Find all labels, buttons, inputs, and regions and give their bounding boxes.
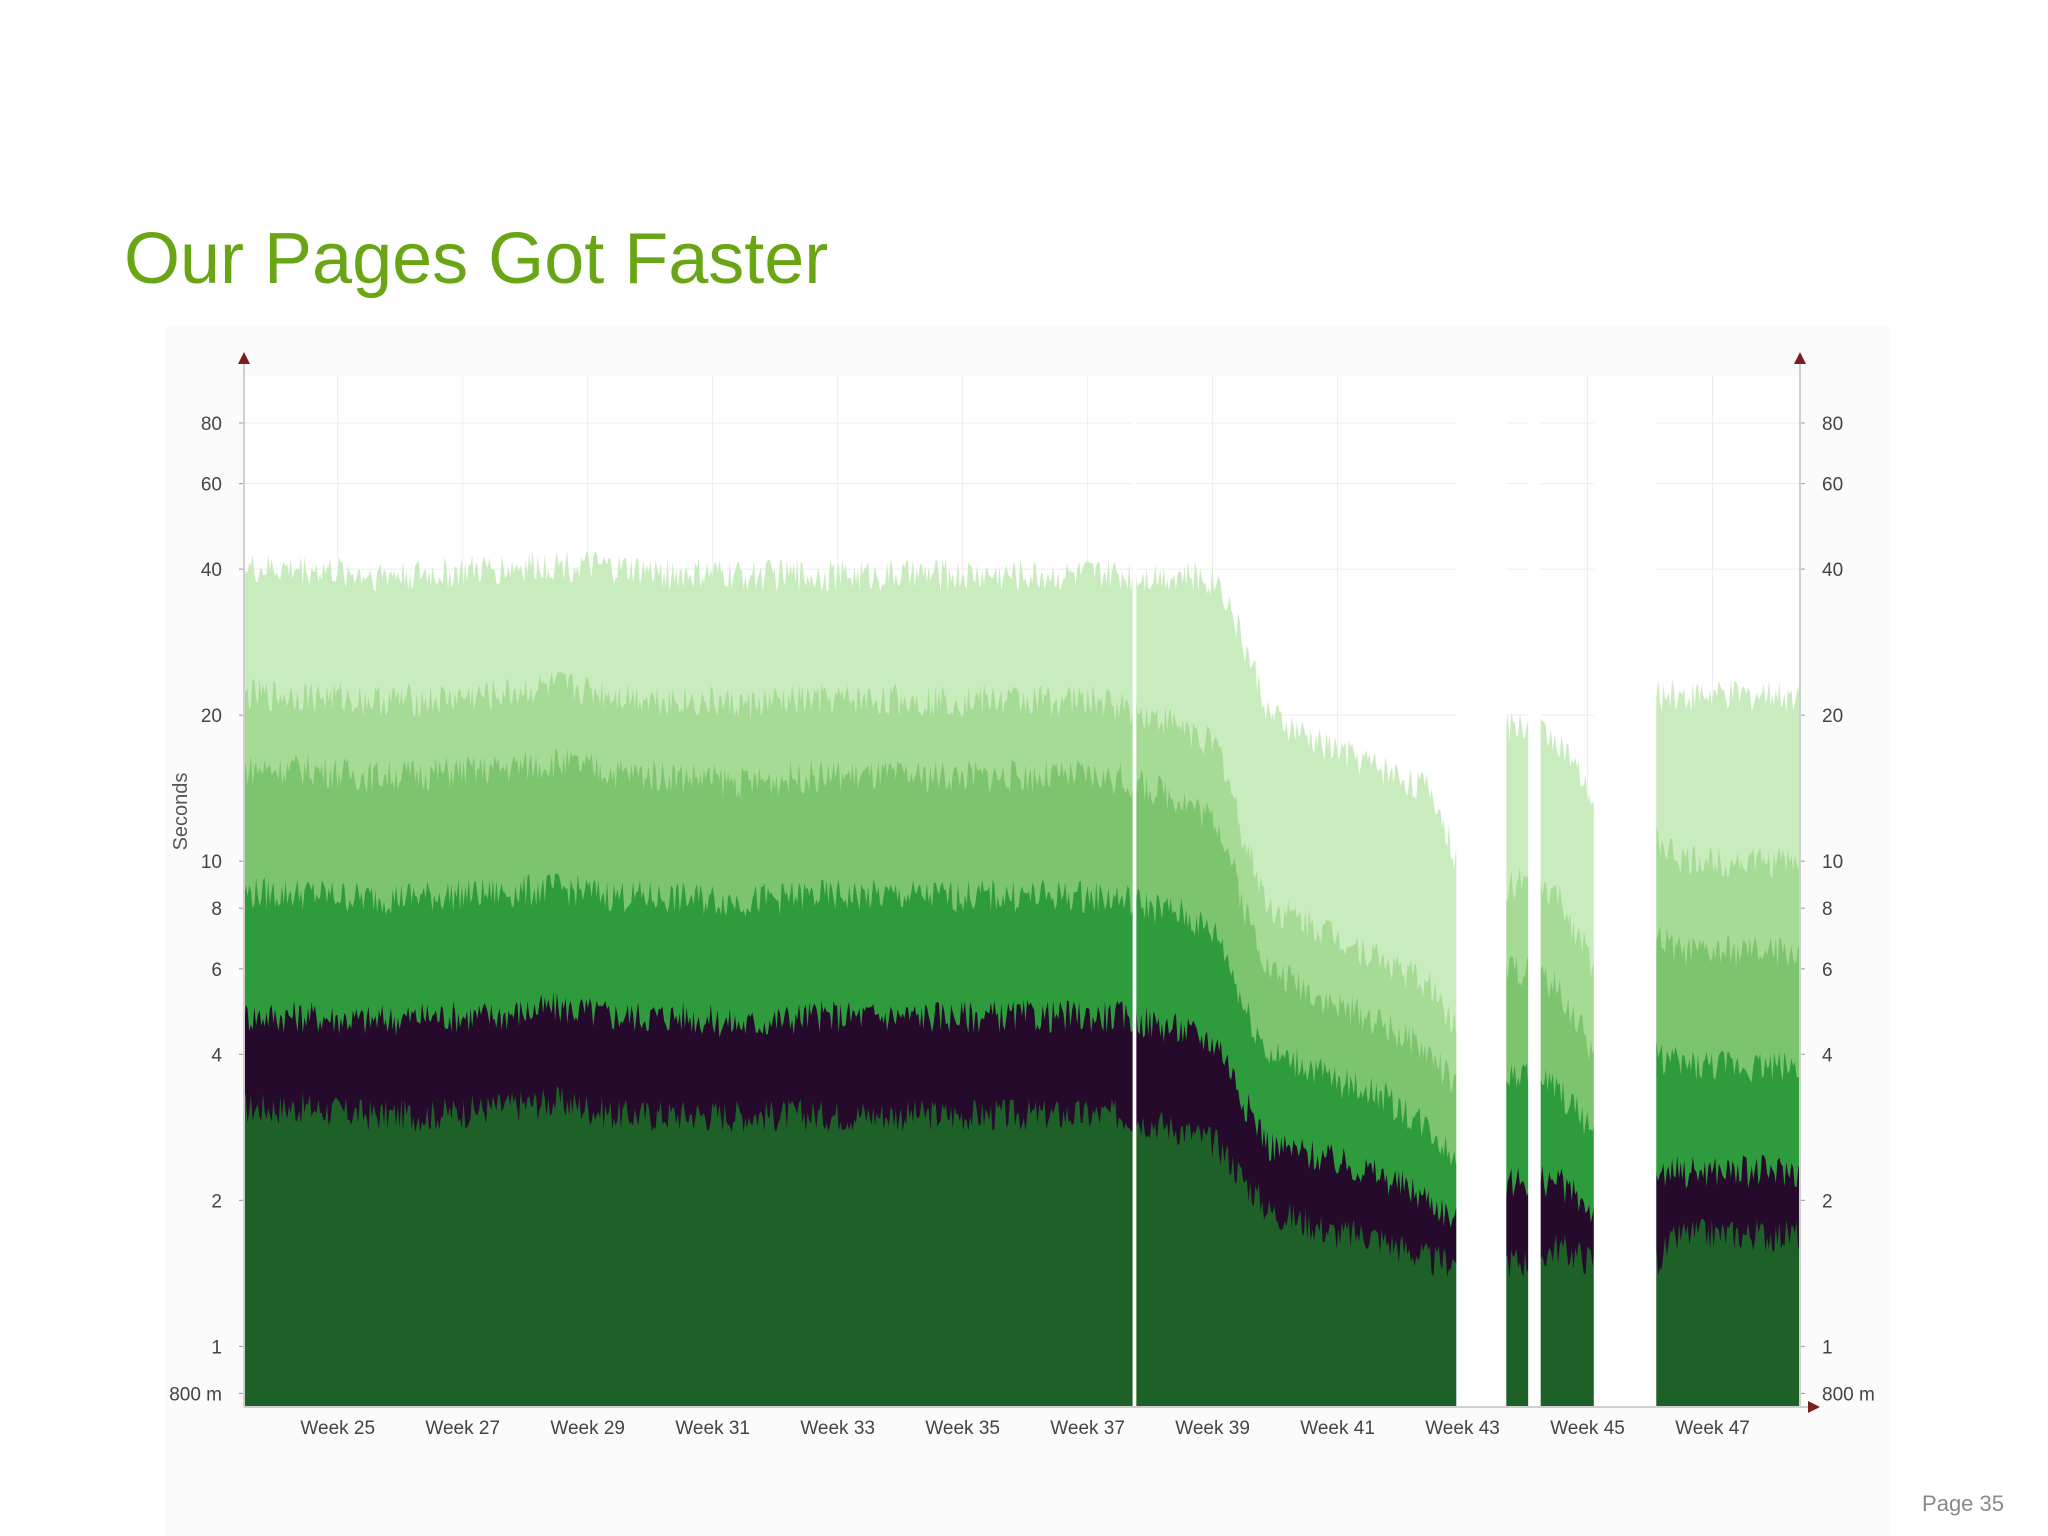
y-tick-label-right: 8 bbox=[1822, 899, 1833, 920]
chart-axes: 800 m 800 m 1 1 2 2 4 4 6 6 8 8 10 10 20 20 40 40 60 60 80 80… bbox=[169, 352, 1875, 1439]
data-gap bbox=[1456, 376, 1507, 1407]
y-axis-arrow bbox=[238, 352, 250, 364]
y-tick-label: 800 m bbox=[169, 1384, 222, 1405]
x-tick-label: Week 29 bbox=[550, 1418, 625, 1439]
y-tick-label-right: 800 m bbox=[1822, 1384, 1875, 1405]
x-tick-label: Week 27 bbox=[425, 1418, 500, 1439]
chart-data-gaps bbox=[1132, 376, 1657, 1407]
y-tick-label-right: 40 bbox=[1822, 560, 1843, 581]
data-gap bbox=[1593, 376, 1657, 1407]
x-tick-label: Week 45 bbox=[1550, 1418, 1625, 1439]
y-tick-label-right: 4 bbox=[1822, 1045, 1833, 1066]
y-tick-label-right: 6 bbox=[1822, 960, 1833, 981]
page-number: Page 35 bbox=[1922, 1491, 2004, 1516]
chart-panel: 800 m 800 m 1 1 2 2 4 4 6 6 8 8 10 10 20 20 40 40 60 60 80 80… bbox=[165, 326, 1890, 1536]
y-tick-label: 60 bbox=[201, 475, 222, 496]
y-tick-label: 2 bbox=[211, 1191, 222, 1212]
x-tick-label: Week 31 bbox=[675, 1418, 750, 1439]
chart-areas bbox=[244, 549, 1800, 1407]
y-tick-label: 10 bbox=[201, 852, 222, 873]
y-tick-label-right: 2 bbox=[1822, 1191, 1833, 1212]
page-load-chart: 800 m 800 m 1 1 2 2 4 4 6 6 8 8 10 10 20 20 40 40 60 60 80 80… bbox=[169, 352, 1875, 1439]
y-axis-label: Seconds bbox=[170, 773, 192, 851]
y-tick-label-right: 20 bbox=[1822, 706, 1843, 727]
y-tick-label: 6 bbox=[211, 960, 222, 981]
area-series-0 bbox=[244, 1086, 1800, 1407]
y-tick-label: 1 bbox=[211, 1337, 222, 1358]
y-tick-label: 8 bbox=[211, 899, 222, 920]
data-gap bbox=[1528, 376, 1541, 1407]
y-tick-label: 4 bbox=[211, 1045, 222, 1066]
y-tick-label-right: 1 bbox=[1822, 1337, 1833, 1358]
data-gap bbox=[1132, 376, 1137, 1407]
y-axis-arrow-right bbox=[1794, 352, 1806, 364]
y-tick-label-right: 80 bbox=[1822, 414, 1843, 435]
y-tick-label: 80 bbox=[201, 414, 222, 435]
x-tick-label: Week 41 bbox=[1300, 1418, 1375, 1439]
x-tick-label: Week 25 bbox=[300, 1418, 375, 1439]
x-axis-arrow bbox=[1808, 1401, 1820, 1413]
y-tick-label: 40 bbox=[201, 560, 222, 581]
y-tick-label-right: 60 bbox=[1822, 475, 1843, 496]
slide-title: Our Pages Got Faster bbox=[124, 219, 829, 299]
x-tick-label: Week 35 bbox=[925, 1418, 1000, 1439]
x-tick-label: Week 37 bbox=[1050, 1418, 1125, 1439]
y-tick-label-right: 10 bbox=[1822, 852, 1843, 873]
x-tick-label: Week 39 bbox=[1175, 1418, 1250, 1439]
y-tick-label: 20 bbox=[201, 706, 222, 727]
x-tick-label: Week 47 bbox=[1675, 1418, 1750, 1439]
x-tick-label: Week 33 bbox=[800, 1418, 875, 1439]
x-tick-label: Week 43 bbox=[1425, 1418, 1500, 1439]
